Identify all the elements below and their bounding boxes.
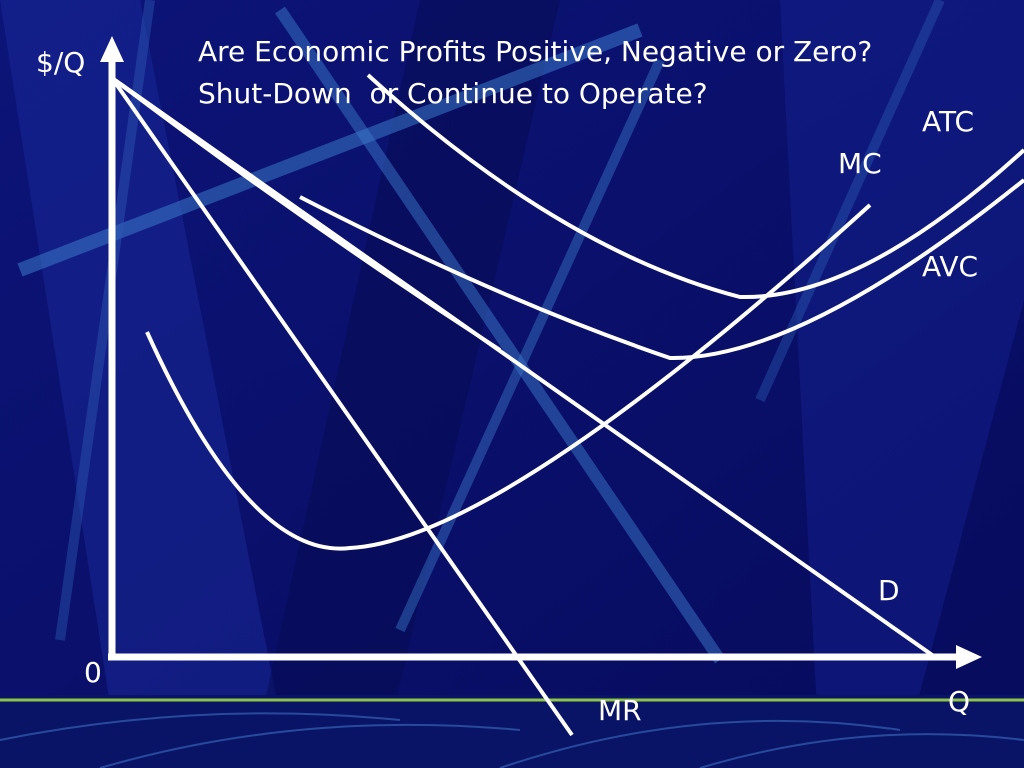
y-axis-arrow [100,36,124,62]
y-axis-label: $/Q [36,46,85,79]
curve-label: AVC [922,250,978,283]
demand-curve [110,76,937,659]
curve-label: MC [838,147,882,180]
curve-label: ATC [922,105,974,138]
x-axis-arrow [956,645,982,669]
origin-label: 0 [84,656,102,689]
avc-curve [299,178,1024,361]
atc-curve [366,73,1024,300]
diagram [100,36,1024,737]
curve-label: MR [598,694,642,727]
x-axis-label: Q [948,685,970,718]
curve-label: D [878,574,900,607]
mr-curve [110,76,574,737]
curve [110,76,502,352]
mc-curve [145,203,872,551]
title-line: Are Economic Profits Positive, Negative … [198,35,872,68]
title-line: Shut-Down or Continue to Operate? [198,77,708,110]
